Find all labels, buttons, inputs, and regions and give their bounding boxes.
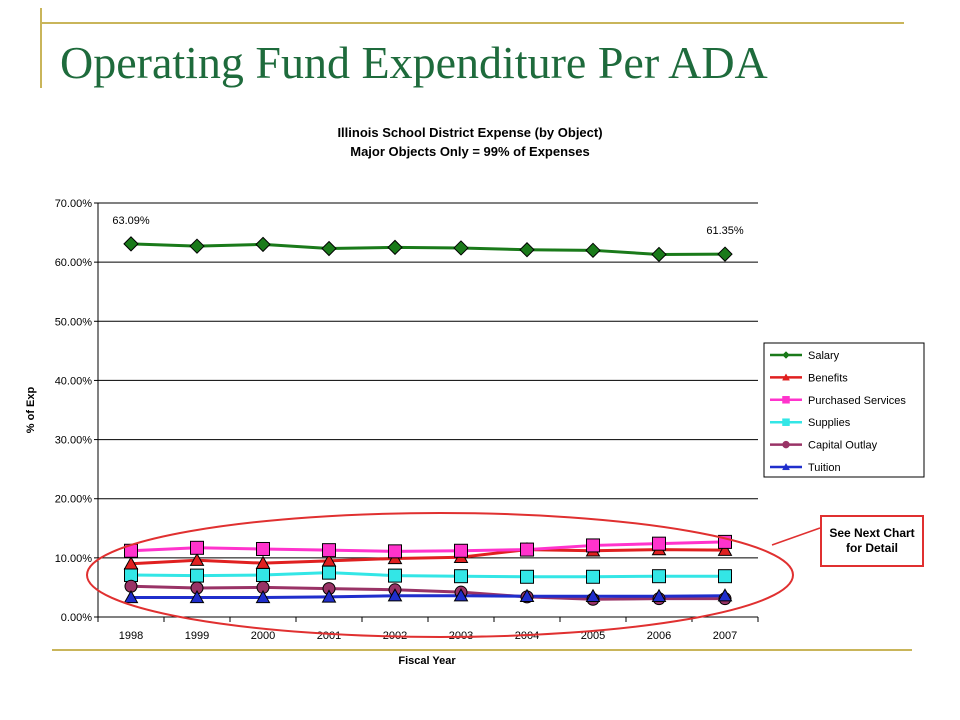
- chart-title: Illinois School District Expense (by Obj…: [337, 125, 602, 140]
- data-point-purchased-services: [322, 543, 336, 558]
- data-point-salary: [387, 239, 403, 256]
- data-point-salary: [321, 240, 337, 257]
- data-point-supplies: [718, 569, 732, 584]
- x-axis-title: Fiscal Year: [398, 655, 456, 667]
- y-tick-label: 60.00%: [55, 257, 93, 269]
- callout-pointer-line: [771, 527, 821, 546]
- legend-marker-purchased-services: [782, 396, 790, 404]
- data-point-tuition: [453, 588, 469, 602]
- data-point-tuition: [651, 588, 667, 602]
- legend-label-benefits: Benefits: [808, 372, 848, 384]
- y-tick-label: 0.00%: [61, 612, 92, 624]
- data-point-salary: [519, 242, 535, 258]
- x-tick-label: 1999: [185, 630, 209, 642]
- series-line-purchased-services: [130, 540, 726, 553]
- data-point-supplies: [256, 568, 270, 583]
- data-point-salary: [651, 246, 667, 263]
- legend-marker-capital-outlay: [782, 440, 790, 449]
- data-point-purchased-services: [190, 540, 204, 555]
- data-point-purchased-services: [454, 543, 468, 558]
- data-label-annotation: 63.09%: [112, 215, 150, 227]
- legend-marker-benefits: [782, 373, 790, 381]
- series-line-salary: [130, 242, 726, 256]
- series-line-tuition: [131, 594, 726, 599]
- legend-label-salary: Salary: [808, 350, 840, 362]
- title-accent-vertical-line: [40, 8, 42, 88]
- data-point-tuition: [255, 589, 271, 604]
- y-tick-label: 20.00%: [55, 494, 93, 506]
- data-point-purchased-services: [652, 536, 666, 551]
- x-tick-label: 2005: [581, 630, 605, 642]
- data-point-purchased-services: [388, 544, 402, 559]
- data-point-benefits: [717, 542, 733, 556]
- data-point-supplies: [520, 569, 534, 584]
- data-point-tuition: [321, 589, 337, 603]
- legend-label-capital-outlay: Capital Outlay: [808, 440, 878, 452]
- legend-box: [763, 342, 925, 478]
- data-point-purchased-services: [256, 541, 270, 556]
- data-point-benefits: [123, 556, 139, 570]
- footer-accent-line: [52, 649, 912, 651]
- data-point-supplies: [388, 568, 402, 583]
- data-point-salary: [585, 242, 601, 259]
- chart-subtitle: Major Objects Only = 99% of Expenses: [350, 144, 590, 159]
- data-point-tuition: [585, 588, 601, 602]
- series-line-supplies: [130, 571, 725, 579]
- title-accent-top-line: [40, 22, 904, 24]
- y-tick-label: 10.00%: [55, 553, 93, 565]
- data-point-tuition: [519, 588, 535, 602]
- data-point-benefits: [255, 555, 271, 569]
- legend-marker-tuition: [782, 462, 790, 471]
- series-line-benefits: [130, 548, 726, 566]
- data-point-tuition: [387, 588, 403, 602]
- y-tick-label: 50.00%: [55, 316, 93, 328]
- data-point-supplies: [454, 569, 468, 584]
- detail-callout-box: See Next Chart for Detail: [820, 515, 924, 567]
- data-label-annotation: 61.35%: [706, 225, 744, 237]
- legend-label-supplies: Supplies: [808, 417, 851, 429]
- data-point-supplies: [190, 568, 204, 583]
- x-tick-label: 2001: [317, 630, 341, 642]
- data-point-purchased-services: [520, 542, 534, 557]
- data-point-tuition: [717, 588, 733, 602]
- y-tick-label: 40.00%: [55, 375, 93, 387]
- legend-label-purchased-services: Purchased Services: [808, 395, 906, 407]
- x-tick-label: 1998: [119, 630, 143, 642]
- data-point-salary: [123, 236, 139, 252]
- data-point-purchased-services: [586, 538, 600, 553]
- series-line-capital-outlay: [130, 584, 725, 601]
- data-point-salary: [189, 238, 205, 254]
- data-point-salary: [717, 246, 733, 262]
- highlight-ellipse: [86, 512, 794, 638]
- y-tick-label: 70.00%: [55, 198, 93, 210]
- data-point-supplies: [652, 569, 666, 584]
- legend-marker-salary: [782, 351, 790, 359]
- x-tick-label: 2006: [647, 630, 671, 642]
- legend-label-tuition: Tuition: [808, 462, 841, 474]
- y-axis-title: % of Exp: [25, 386, 37, 433]
- x-tick-label: 2007: [713, 630, 737, 642]
- data-point-tuition: [189, 589, 205, 604]
- legend-marker-supplies: [782, 418, 790, 426]
- data-point-benefits: [321, 553, 337, 567]
- x-tick-label: 2000: [251, 630, 275, 642]
- data-point-supplies: [322, 565, 336, 580]
- y-tick-label: 30.00%: [55, 435, 93, 447]
- data-point-salary: [255, 236, 271, 253]
- data-point-supplies: [124, 568, 138, 583]
- data-point-salary: [453, 240, 469, 256]
- data-point-benefits: [189, 552, 205, 566]
- data-point-tuition: [123, 589, 139, 604]
- slide-title: Operating Fund Expenditure Per ADA: [60, 37, 768, 88]
- data-point-supplies: [586, 569, 600, 584]
